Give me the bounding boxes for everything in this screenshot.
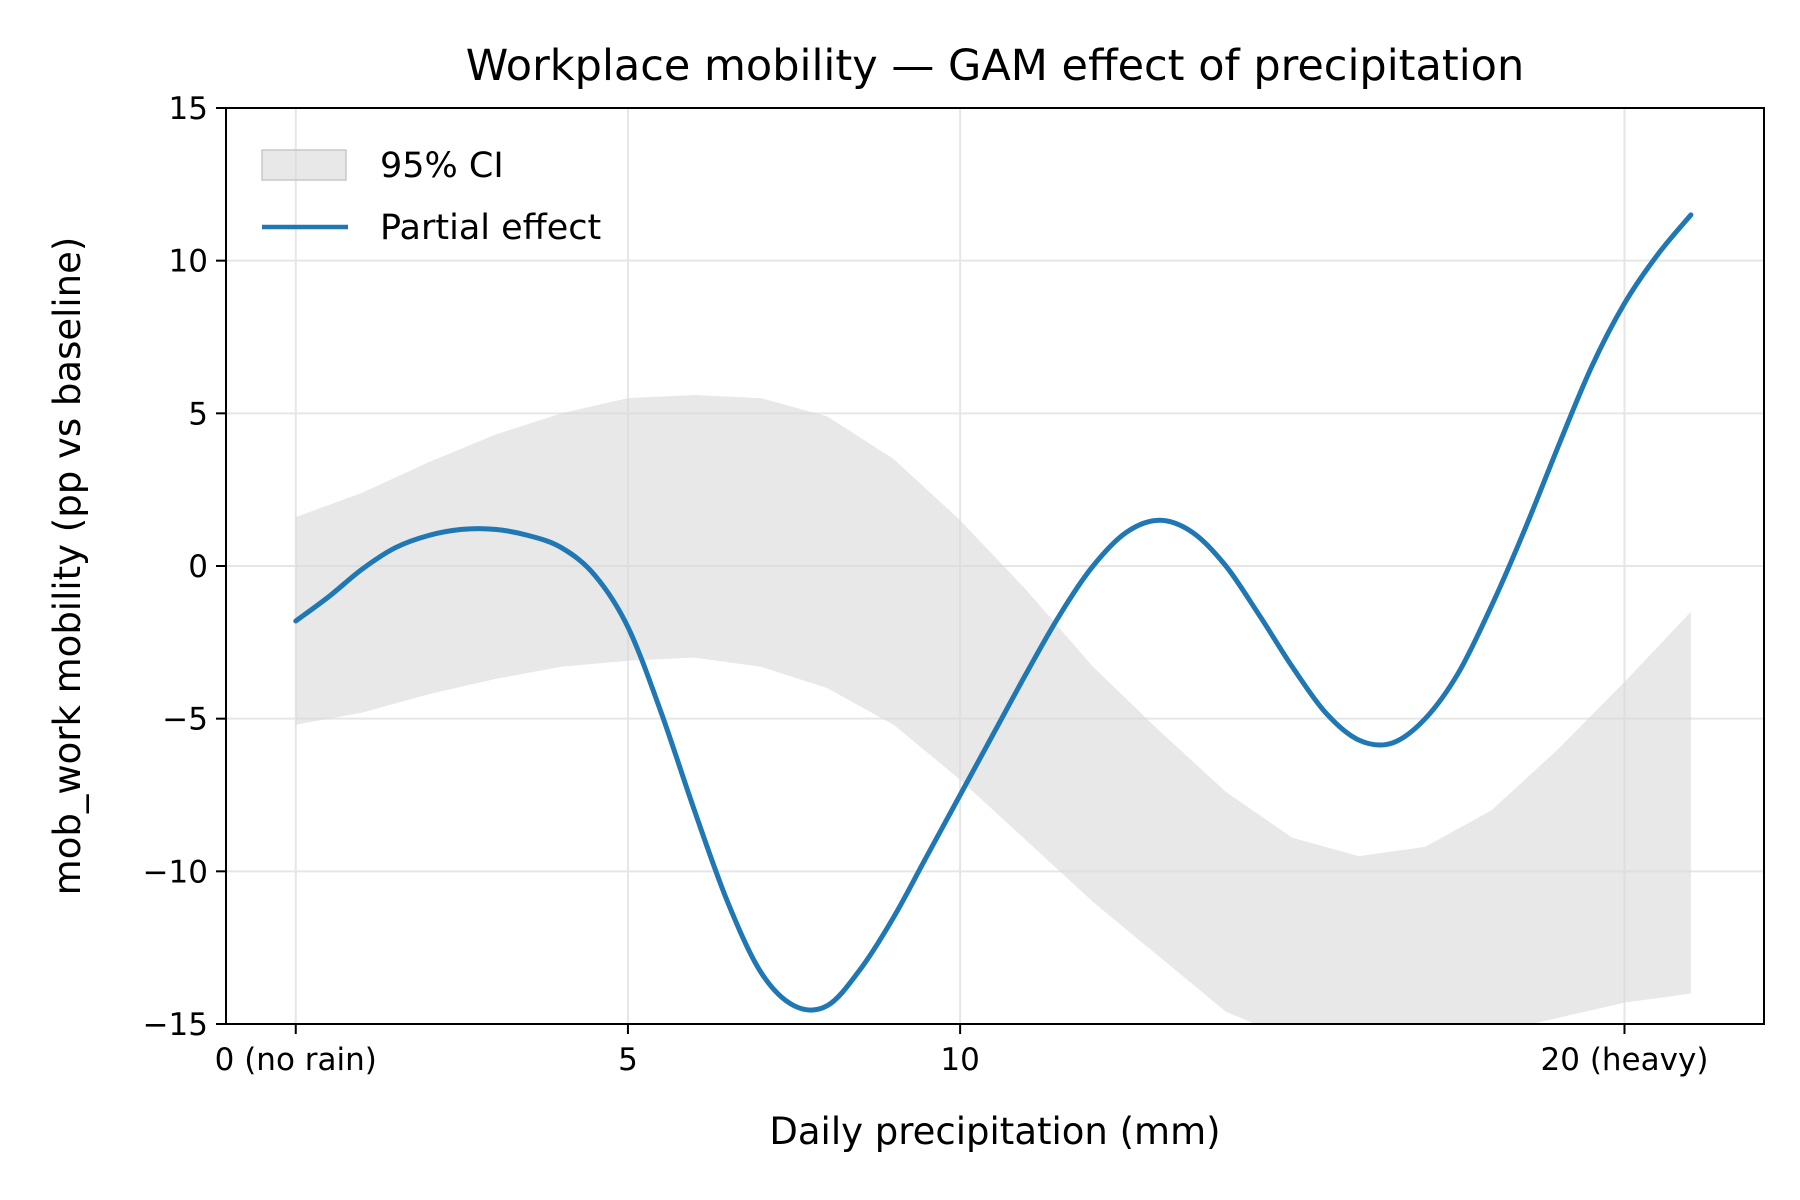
legend-label-effect: Partial effect	[380, 208, 601, 248]
x-tick-label: 5	[618, 1042, 638, 1078]
ci-band-layer	[295, 395, 1691, 1024]
y-tick-label: 10	[169, 244, 208, 280]
y-tick-label: 0	[188, 549, 208, 585]
y-tick-label: −15	[143, 1007, 208, 1043]
legend-label-ci: 95% CI	[380, 146, 504, 186]
x-axis-label: Daily precipitation (mm)	[769, 1110, 1220, 1153]
y-axis-label: mob_work mobility (pp vs baseline)	[46, 237, 89, 896]
y-tick-label: 15	[169, 91, 208, 127]
x-tick-label: 10	[940, 1042, 979, 1078]
x-tick-label: 0 (no rain)	[215, 1042, 377, 1078]
x-tick-label: 20 (heavy)	[1541, 1042, 1709, 1078]
y-tick-label: −5	[162, 702, 208, 738]
legend: 95% CI Partial effect	[261, 146, 601, 248]
effect-line-layer	[293, 212, 1694, 1013]
chart-title: Workplace mobility — GAM effect of preci…	[466, 41, 1524, 91]
ticks: 0 (no rain) 5 10 20 (heavy) −15 −10 −5 0 5 10 15	[143, 91, 1709, 1078]
y-tick-label: −10	[143, 854, 208, 890]
legend-swatch-ci	[261, 149, 347, 181]
partial-effect-line	[293, 212, 1694, 1013]
y-tick-label: 5	[188, 396, 208, 432]
ci-band	[295, 395, 1691, 1024]
